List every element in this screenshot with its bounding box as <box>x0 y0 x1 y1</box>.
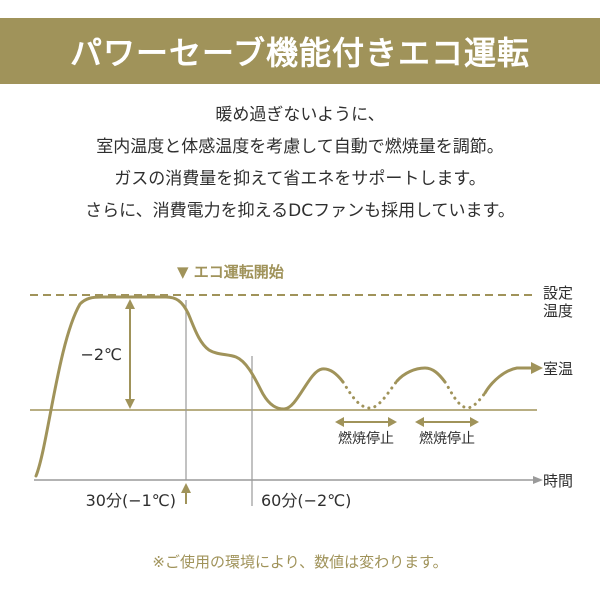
time-axis-arrow-icon <box>533 476 543 484</box>
header-banner: パワーセーブ機能付きエコ運転 <box>0 18 600 84</box>
eco-start-label: ▼ エコ運転開始 <box>177 263 284 281</box>
room-temp-curve-seg4-dotted <box>443 380 487 410</box>
set-temp-label-line2: 温度 <box>543 302 573 320</box>
time-mark-30-label: 30分(−1℃) <box>86 491 176 510</box>
eco-operation-chart: ▼ エコ運転開始 設定 温度 室温 時間 −2℃ 燃焼停止 燃焼停止 30分(−… <box>30 263 573 510</box>
description-line-1: 暖め過ぎないように、 <box>215 105 385 125</box>
temp-drop-arrow-up-icon <box>125 299 135 309</box>
burn-stop-label-2: 燃焼停止 <box>419 430 475 447</box>
burn-stop-arrow-2-left-icon <box>415 417 424 427</box>
description: 暖め過ぎないように、 室内温度と体感温度を考慮して自動で燃焼量を調節。 ガスの消… <box>0 99 600 227</box>
burn-stop-arrow-1-right-icon <box>388 417 397 427</box>
room-temp-label: 室温 <box>543 360 573 378</box>
burn-stop-arrow-1-left-icon <box>335 417 344 427</box>
page-title: パワーセーブ機能付きエコ運転 <box>69 34 531 72</box>
temp-drop-arrow-down-icon <box>125 399 135 409</box>
room-temp-arrow-icon <box>531 362 543 374</box>
burn-stop-arrow-2-right-icon <box>470 417 479 427</box>
room-temp-curve-seg3 <box>395 366 447 384</box>
temp-drop-label: −2℃ <box>80 345 122 364</box>
burn-stop-label-1: 燃焼停止 <box>338 430 394 447</box>
time-mark-60-label: 60分(−2℃) <box>261 491 351 510</box>
room-temp-curve-seg5 <box>483 366 533 395</box>
description-line-3: ガスの消費量を抑えて省エネをサポートします。 <box>114 169 486 189</box>
room-temp-curve-seg1 <box>34 295 345 478</box>
footer-note: ※ご使用の環境により、数値は変わります。 <box>152 553 448 571</box>
description-line-2: 室内温度と体感温度を考慮して自動で燃焼量を調節。 <box>96 137 504 157</box>
time-label: 時間 <box>543 472 573 490</box>
mark-30min-up-arrow-icon <box>181 483 191 493</box>
description-line-4: さらに、消費電力を抑えるDCファンも採用しています。 <box>85 201 515 221</box>
set-temp-label-line1: 設定 <box>543 284 573 302</box>
room-temp-curve-seg2-dotted <box>341 379 399 410</box>
